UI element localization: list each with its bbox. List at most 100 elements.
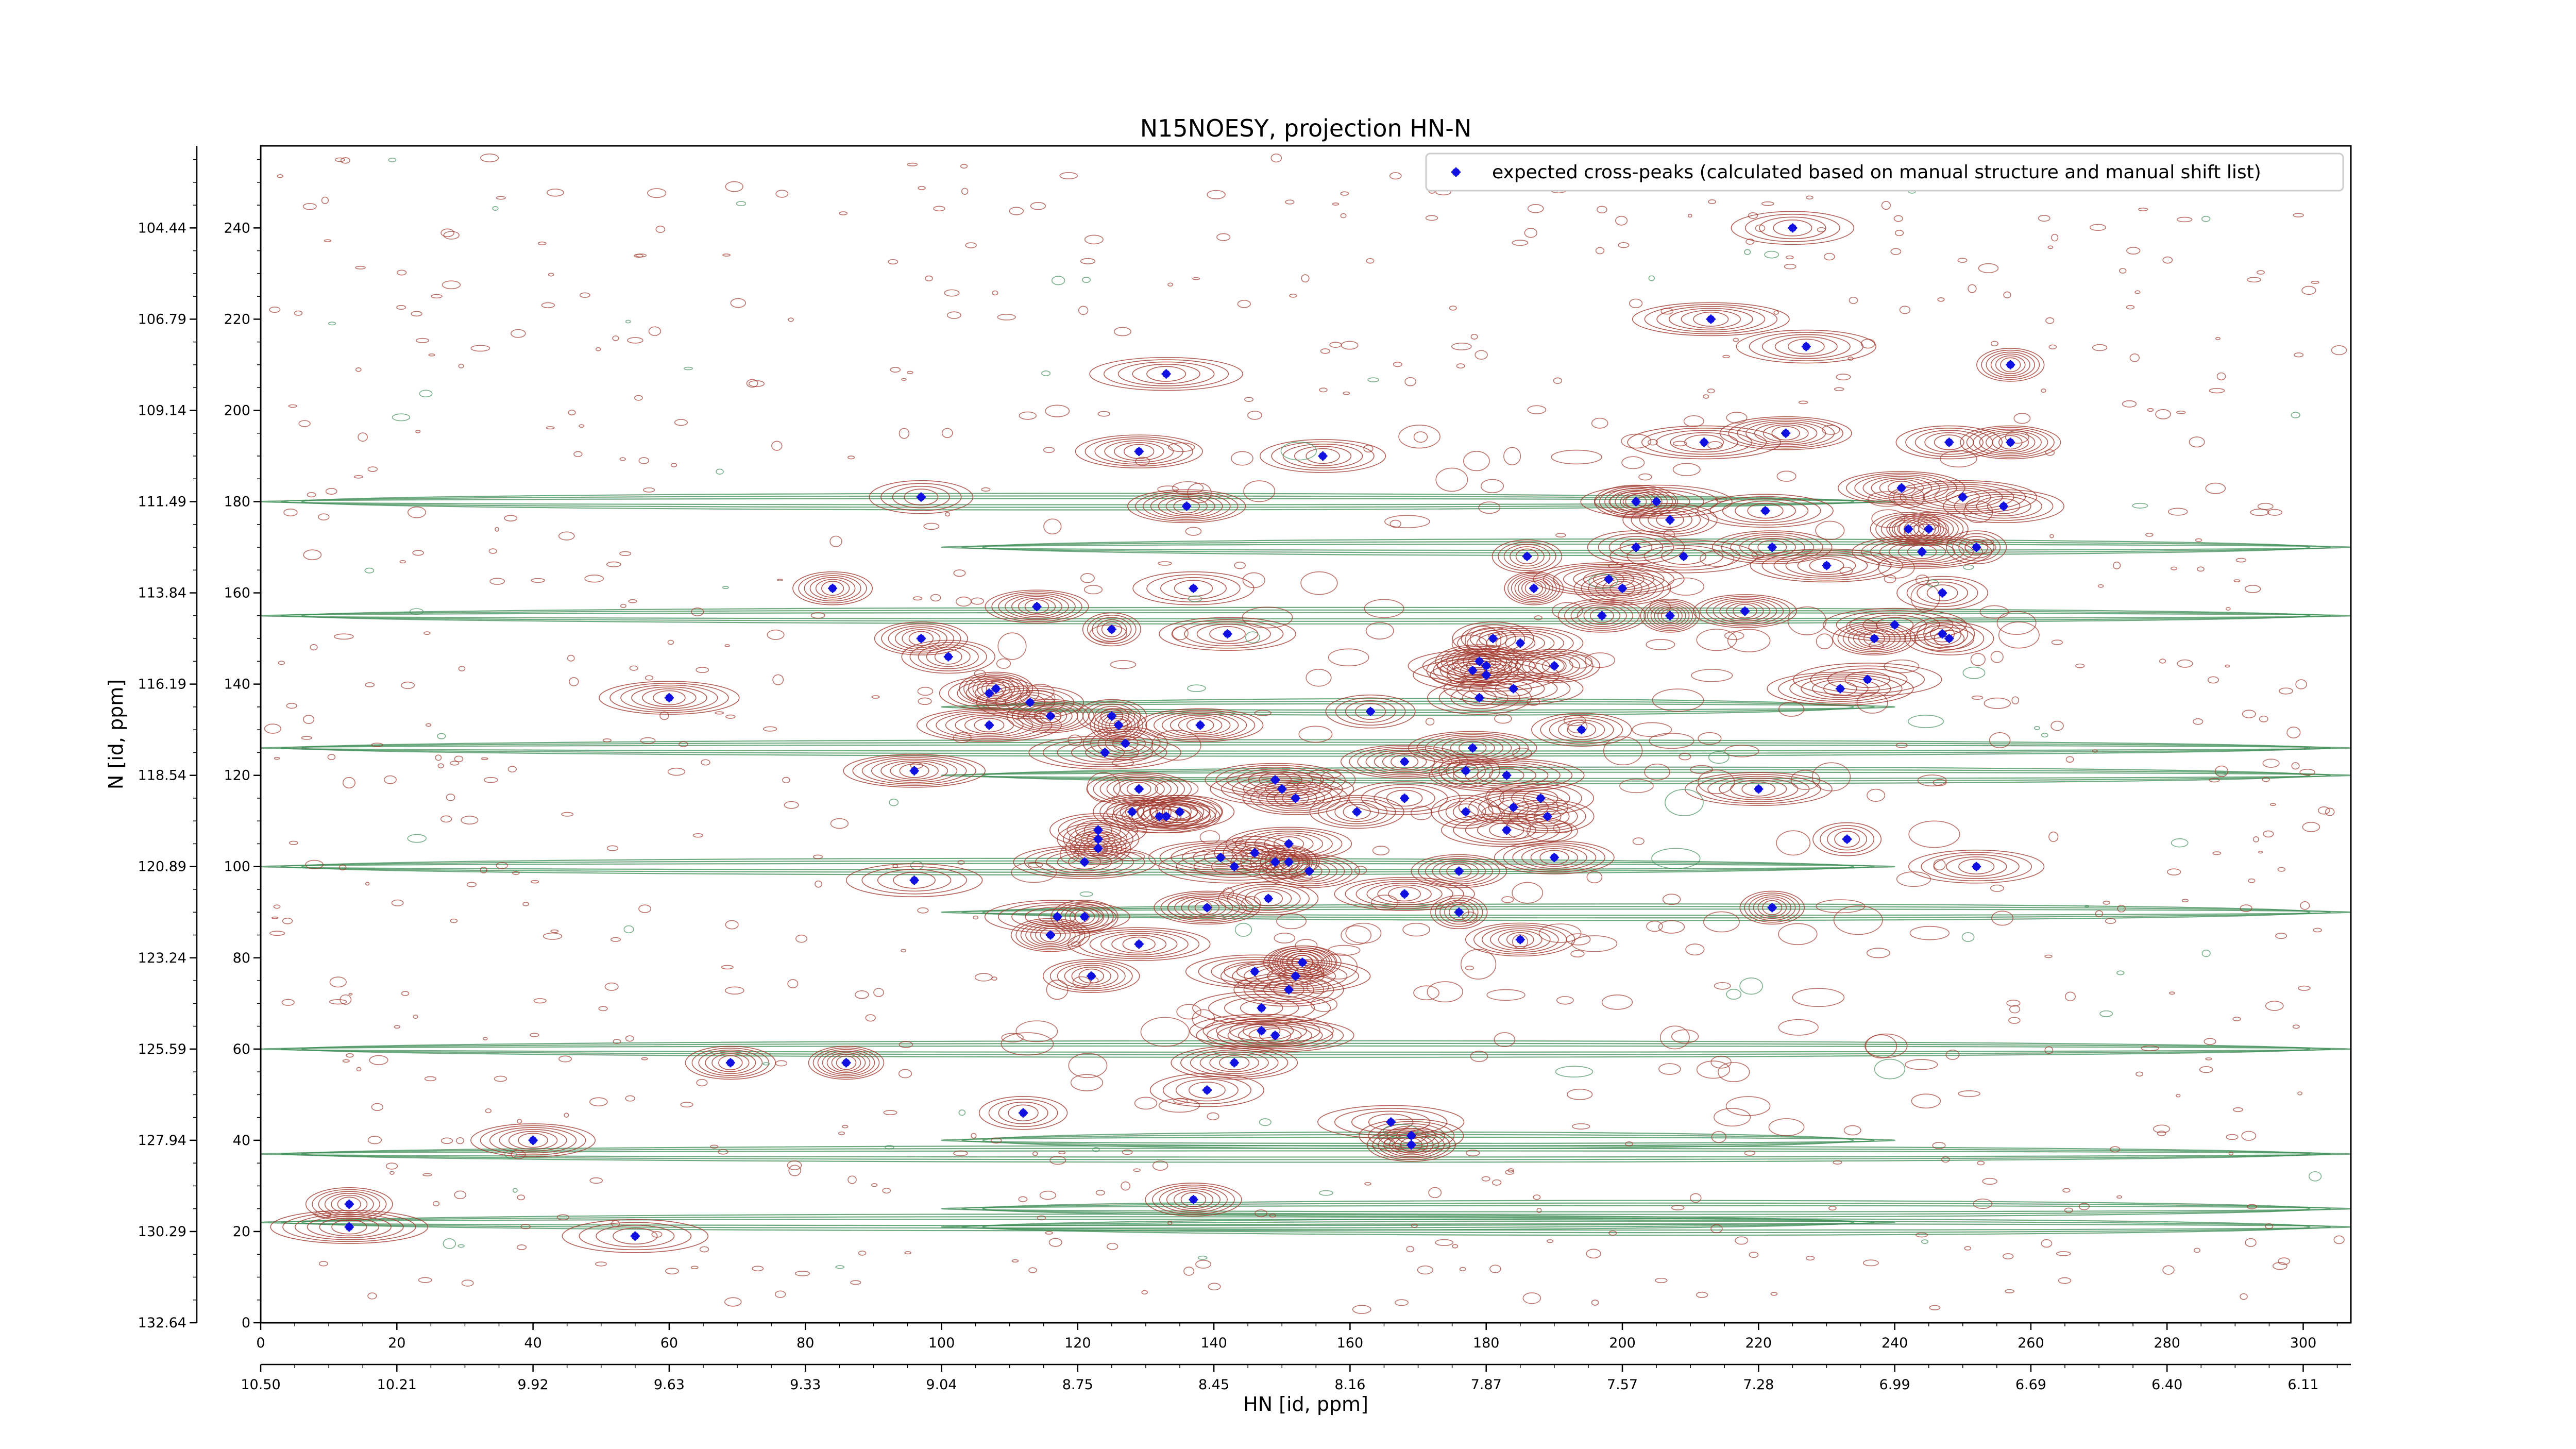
cross-peak-marker xyxy=(1277,784,1287,794)
x-ppm-tick-label: 6.99 xyxy=(1879,1377,1910,1393)
cross-peak-marker xyxy=(916,492,926,502)
cross-peak-marker xyxy=(1835,684,1845,694)
cross-peak-marker xyxy=(1781,428,1791,438)
y-ppm-tick-label: 132.64 xyxy=(138,1315,187,1331)
y-ppm-tick-label: 118.54 xyxy=(138,768,187,784)
cross-peak-marker xyxy=(1107,711,1116,721)
y-index-tick-label: 220 xyxy=(224,311,250,327)
y-index-tick-label: 200 xyxy=(224,402,250,418)
cross-peak-marker xyxy=(1257,1026,1266,1036)
cross-peak-marker xyxy=(1400,889,1410,899)
x-ppm-tick-label: 6.11 xyxy=(2287,1377,2318,1393)
cross-peak-marker xyxy=(1195,720,1205,730)
cross-peak-marker xyxy=(1652,497,1662,507)
cross-peak-marker xyxy=(1938,629,1947,639)
y-index-tick-label: 180 xyxy=(224,494,250,510)
x-ppm-tick-label: 8.75 xyxy=(1062,1377,1093,1393)
cross-peak-marker xyxy=(1032,602,1042,612)
cross-peak-marker xyxy=(1468,666,1478,676)
x-ppm-tick-label: 9.04 xyxy=(926,1377,957,1393)
cross-peak-marker xyxy=(1924,524,1934,534)
cross-peak-marker xyxy=(943,652,953,662)
cross-peak-marker xyxy=(1822,561,1832,570)
cross-peak-marker xyxy=(1502,770,1512,780)
cross-peak-marker xyxy=(1291,793,1300,803)
cross-peak-marker xyxy=(916,634,926,644)
cross-peak-marker xyxy=(1291,971,1300,981)
cross-peak-marker xyxy=(1297,957,1307,967)
cross-peak-marker xyxy=(1161,812,1171,821)
x-index-tick-label: 220 xyxy=(1745,1335,1772,1351)
cross-peak-marker xyxy=(1270,775,1280,785)
cross-peak-marker xyxy=(1216,853,1226,863)
cross-peak-marker xyxy=(1189,1194,1198,1204)
legend-marker-icon xyxy=(1451,167,1461,177)
y-ppm-tick-label: 113.84 xyxy=(138,585,187,601)
y-axis-title: N [id, ppm] xyxy=(105,679,127,789)
y-index-tick-label: 40 xyxy=(233,1133,250,1149)
cross-peak-marker xyxy=(1406,1131,1416,1141)
y-index-tick-label: 80 xyxy=(233,950,250,966)
cross-peak-marker xyxy=(985,720,994,730)
cross-peak-marker xyxy=(630,1231,640,1241)
cross-peak-marker xyxy=(1842,834,1852,844)
cross-peak-marker xyxy=(1706,314,1716,324)
x-index-tick-label: 160 xyxy=(1337,1335,1364,1351)
cross-peak-marker xyxy=(1904,524,1913,534)
y-ppm-tick-label: 127.94 xyxy=(138,1133,187,1149)
x-ppm-tick-label: 7.87 xyxy=(1471,1377,1502,1393)
legend-entry: expected cross-peaks (calculated based o… xyxy=(1492,162,2261,183)
cross-peak-marker xyxy=(1250,967,1260,976)
contour-layer xyxy=(260,153,2352,1314)
cross-peak-marker xyxy=(344,1199,354,1209)
cross-peak-marker xyxy=(1093,844,1103,853)
cross-peak-marker xyxy=(1938,588,1947,598)
cross-peak-markers xyxy=(344,223,2015,1241)
cross-peak-marker xyxy=(1461,807,1471,817)
cross-peak-marker xyxy=(1053,912,1062,922)
cross-peak-marker xyxy=(1502,825,1512,835)
cross-peak-marker xyxy=(1229,1058,1239,1068)
cross-peak-marker xyxy=(1944,437,1954,447)
cross-peak-marker xyxy=(1202,903,1212,913)
cross-peak-marker xyxy=(2006,360,2015,369)
cross-peak-marker xyxy=(1972,862,1981,871)
cross-peak-marker xyxy=(1182,501,1192,511)
cross-peak-marker xyxy=(1549,661,1559,671)
cross-peak-marker xyxy=(1767,903,1777,913)
cross-peak-marker xyxy=(985,688,994,698)
x-index-tick-label: 0 xyxy=(256,1335,265,1351)
y-index-tick-label: 60 xyxy=(233,1041,250,1057)
cross-peak-marker xyxy=(1679,551,1688,561)
cross-peak-marker xyxy=(1944,634,1954,644)
cross-peak-marker xyxy=(1080,857,1090,867)
x-index-tick-label: 240 xyxy=(1882,1335,1908,1351)
x-ppm-tick-label: 9.92 xyxy=(518,1377,549,1393)
cross-peak-marker xyxy=(1522,551,1532,561)
cross-peak-marker xyxy=(1536,793,1546,803)
cross-peak-marker xyxy=(1488,634,1498,644)
cross-peak-marker xyxy=(664,693,674,703)
cross-peak-marker xyxy=(1699,437,1709,447)
cross-peak-marker xyxy=(1093,825,1103,835)
y-index-tick-label: 240 xyxy=(224,220,250,236)
cross-peak-marker xyxy=(1999,501,2009,511)
x-axis-title: HN [id, ppm] xyxy=(1243,1393,1368,1416)
x-ppm-tick-label: 8.16 xyxy=(1334,1377,1365,1393)
cross-peak-marker xyxy=(1515,638,1525,648)
cross-peak-marker xyxy=(1270,1031,1280,1040)
cross-peak-marker xyxy=(1461,766,1471,776)
cross-peak-marker xyxy=(1604,575,1614,584)
cross-peak-marker xyxy=(1515,935,1525,945)
cross-peak-marker xyxy=(1161,369,1171,379)
cross-peak-marker xyxy=(1665,611,1675,620)
cross-peak-marker xyxy=(1366,706,1376,716)
cross-peak-marker xyxy=(1400,793,1410,803)
cross-peak-marker xyxy=(1475,693,1484,703)
cross-peak-marker xyxy=(1972,543,1981,552)
cross-peak-marker xyxy=(1862,675,1872,684)
cross-peak-marker xyxy=(725,1058,735,1068)
cross-peak-marker xyxy=(1202,1085,1212,1095)
cross-peak-marker xyxy=(1134,784,1144,794)
